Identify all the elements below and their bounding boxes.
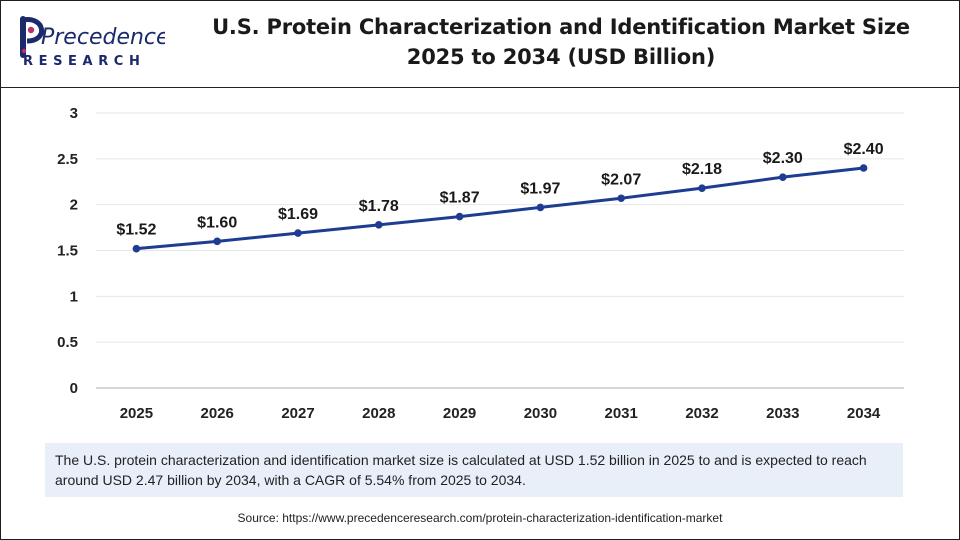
- data-label: $1.52: [116, 222, 156, 239]
- y-tick-label: 0.5: [57, 334, 78, 351]
- y-tick-label: 1.5: [57, 243, 78, 260]
- y-tick-label: 3: [70, 105, 78, 122]
- y-tick-label: 2.5: [57, 151, 78, 168]
- logo-brand-line2: RESEARCH: [23, 54, 145, 69]
- x-tick-label: 2032: [685, 405, 718, 422]
- data-point: [213, 237, 221, 246]
- series-line: [136, 166, 864, 251]
- data-label: $2.18: [682, 161, 722, 178]
- x-tick-label: 2028: [362, 405, 395, 422]
- x-tick-label: 2034: [847, 405, 881, 422]
- header: Precedence RESEARCH U.S. Protein Charact…: [1, 1, 959, 88]
- data-point: [375, 221, 383, 229]
- line-chart: 00.511.522.53 2025 2026 2027 2028 2029 2030 20…: [57, 105, 904, 422]
- logo-p-mark: [20, 16, 45, 58]
- data-point: [617, 194, 625, 203]
- data-label: $2.07: [601, 171, 641, 188]
- data-point: [779, 173, 787, 181]
- source-citation: Source: https://www.precedenceresearch.c…: [237, 511, 723, 525]
- x-tick-label: 2025: [120, 405, 153, 422]
- summary-note: The U.S. protein characterization and id…: [45, 443, 903, 497]
- data-point: [536, 203, 545, 212]
- y-axis-ticks: 0 0.5 1 1.5 2 2.5 3: [57, 105, 78, 397]
- data-label: $1.87: [440, 190, 480, 207]
- chart-gridlines: [96, 112, 904, 389]
- precedence-research-logo: Precedence RESEARCH: [20, 16, 165, 69]
- data-label: $1.69: [278, 206, 318, 223]
- x-tick-label: 2031: [605, 405, 638, 422]
- data-label: $2.30: [763, 150, 803, 167]
- data-label: $2.40: [844, 141, 884, 158]
- data-point: [294, 229, 302, 237]
- data-point: [455, 212, 464, 221]
- y-tick-label: 0: [70, 380, 78, 397]
- data-label: $1.60: [197, 214, 237, 231]
- x-tick-label: 2030: [524, 405, 557, 422]
- chart-title: U.S. Protein Characterization and Identi…: [181, 12, 941, 72]
- data-point: [859, 164, 868, 172]
- x-tick-label: 2029: [443, 405, 476, 422]
- logo-brand-line1: Precedence: [41, 25, 165, 50]
- data-series: [132, 164, 868, 253]
- data-labels: $1.52 $1.60 $1.69 $1.78 $1.87 $1.97 $2.07 $2.18…: [116, 141, 883, 239]
- x-tick-label: 2027: [281, 405, 314, 422]
- data-label: $1.78: [359, 198, 399, 215]
- chart-title-line1: U.S. Protein Characterization and Identi…: [212, 15, 910, 39]
- data-point: [698, 184, 706, 192]
- y-tick-label: 1: [70, 288, 78, 305]
- x-tick-label: 2033: [766, 405, 799, 422]
- y-tick-label: 2: [70, 197, 78, 214]
- data-label: $1.97: [520, 180, 560, 197]
- chart-title-line2: 2025 to 2034 (USD Billion): [406, 45, 716, 69]
- x-axis-ticks: 2025 2026 2027 2028 2029 2030 2031 2032 2033 2034: [120, 405, 881, 422]
- x-tick-label: 2026: [201, 405, 234, 422]
- data-point: [132, 244, 141, 253]
